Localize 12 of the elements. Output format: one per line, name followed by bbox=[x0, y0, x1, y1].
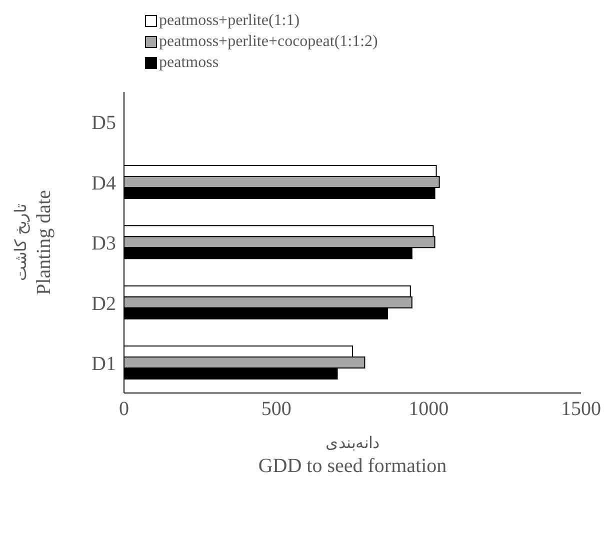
y-tick-label: D2 bbox=[92, 292, 116, 315]
y-tick-label: D5 bbox=[92, 112, 116, 134]
y-tick-label: D1 bbox=[92, 353, 116, 375]
legend-label: peatmoss bbox=[159, 53, 219, 73]
y-tick-label: D4 bbox=[92, 172, 116, 194]
x-tick-label: 500 bbox=[261, 398, 292, 420]
x-tick-label: 1000 bbox=[408, 398, 449, 420]
legend-label: peatmoss+perlite+cocopeat(1:1:2) bbox=[159, 32, 378, 52]
legend-label: peatmoss+perlite(1:1) bbox=[159, 11, 300, 31]
x-tick-label: 1500 bbox=[561, 398, 601, 420]
x-tick-label: 0 bbox=[119, 398, 129, 420]
y-tick-label: D3 bbox=[92, 232, 116, 255]
